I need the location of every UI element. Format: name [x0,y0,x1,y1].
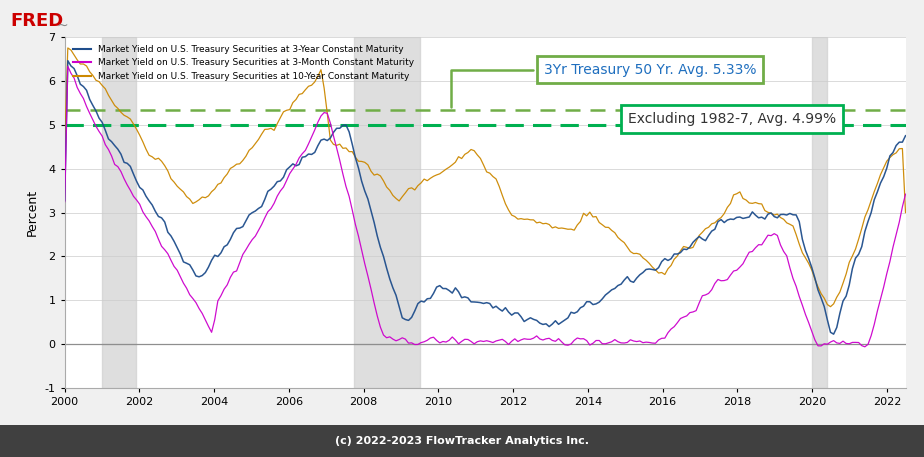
Bar [812,37,827,388]
Text: ~: ~ [56,19,67,33]
Bar [354,37,419,388]
Bar [102,37,136,388]
Text: (c) 2022-2023 FlowTracker Analytics Inc.: (c) 2022-2023 FlowTracker Analytics Inc. [335,436,589,446]
Text: FRED: FRED [10,12,63,30]
Y-axis label: Percent: Percent [26,189,39,236]
Text: Excluding 1982-7, Avg. 4.99%: Excluding 1982-7, Avg. 4.99% [628,112,836,126]
Text: 3Yr Treasury 50 Yr. Avg. 5.33%: 3Yr Treasury 50 Yr. Avg. 5.33% [452,63,757,107]
Legend: Market Yield on U.S. Treasury Securities at 3-Year Constant Maturity, Market Yie: Market Yield on U.S. Treasury Securities… [69,41,418,85]
